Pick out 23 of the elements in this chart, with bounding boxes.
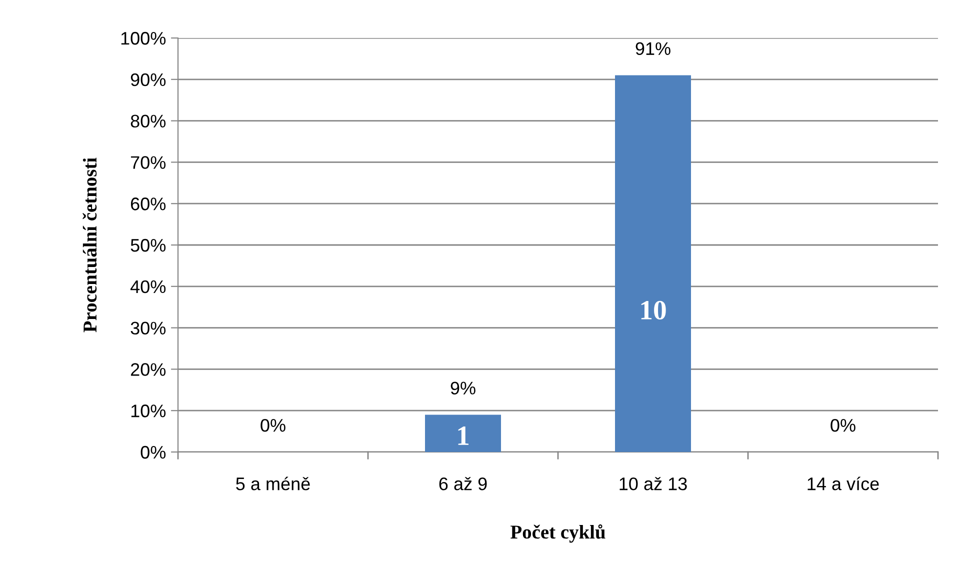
data-label: 0% <box>830 418 856 432</box>
data-label: 9% <box>450 382 476 395</box>
y-tick-label: 20% <box>130 363 166 376</box>
y-axis-title: Procentuální četnosti <box>82 158 97 332</box>
x-tick-label: 6 až 9 <box>439 476 487 490</box>
y-tick-label: 70% <box>130 156 166 169</box>
y-tick-label: 40% <box>130 280 166 294</box>
x-axis-title: Počet cyklů <box>510 524 606 543</box>
data-label: 0% <box>260 418 286 432</box>
x-tick-label: 5 a méně <box>236 476 310 490</box>
y-tick-label: 80% <box>130 114 166 128</box>
annotation: 1 <box>458 426 469 445</box>
x-tick-label: 10 až 13 <box>620 476 687 490</box>
y-tick-label: 60% <box>130 198 166 210</box>
y-tick-label: 50% <box>130 238 166 252</box>
y-tick-label: 100% <box>121 32 166 45</box>
annotation: 10 <box>641 300 666 320</box>
data-label: 91% <box>636 42 670 56</box>
y-tick-label: 10% <box>131 404 166 418</box>
y-tick-label: 90% <box>130 73 166 86</box>
x-tick-label: 14 a více <box>808 476 879 490</box>
y-tick-label: 0% <box>140 446 166 459</box>
y-tick-label: 30% <box>130 322 166 335</box>
